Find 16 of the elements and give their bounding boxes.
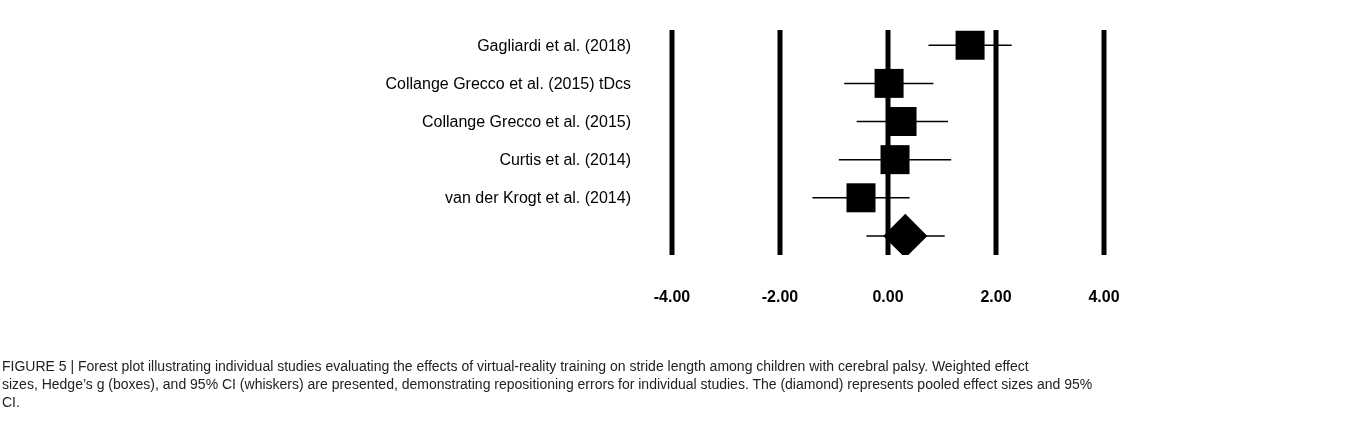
- y-tick-label: Gagliardi et al. (2018): [477, 36, 631, 54]
- point: [874, 68, 904, 98]
- point: [846, 183, 876, 213]
- y-tick-label: Collange Grecco et al. (2015): [422, 113, 631, 131]
- x-tick-label: 0.00: [872, 288, 904, 305]
- point: [955, 30, 985, 60]
- y-tick-label: Curtis et al. (2014): [499, 151, 631, 169]
- y-tick-label: van der Krogt et al. (2014): [445, 189, 631, 207]
- x-tick-label: 2.00: [980, 288, 1012, 305]
- x-tick-label: -2.00: [761, 288, 799, 305]
- x-tick-label: 4.00: [1088, 288, 1120, 305]
- y-tick-label: Collange Grecco et al. (2015) tDcs: [385, 74, 631, 92]
- caption: FIGURE 5 | Forest plot illustrating individual studies evaluating the effects of virtual-reality training on stride length among children with cerebral palsy. Weighted effect sizes, Hedge’s g (boxes), and 95% CI (whiskers) are presented, demonstrating repositioning errors for individual studies. The (diamond) represents pooled effect sizes and 95% CI.: [2, 358, 1093, 411]
- point: [887, 107, 917, 137]
- x-tick-label: -4.00: [653, 288, 691, 305]
- point: [880, 145, 910, 175]
